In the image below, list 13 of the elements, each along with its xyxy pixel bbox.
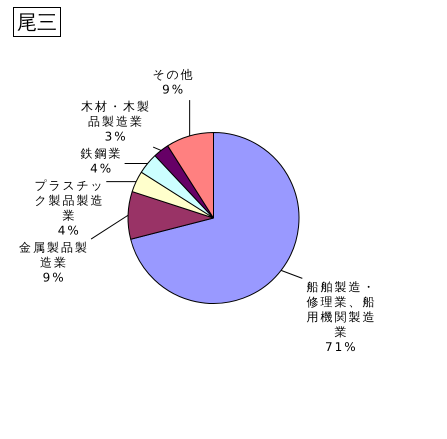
data-label: 4%: [58, 224, 81, 238]
slice-label: 木材・木製品製造業: [81, 100, 152, 129]
data-label: 4%: [90, 162, 114, 176]
slice-label: その他: [152, 68, 195, 82]
slice-label: 船舶製造・修理業、船用機関製造業: [306, 280, 376, 340]
data-label: 71%: [324, 340, 358, 354]
data-label: 9%: [162, 82, 186, 97]
data-label: 3%: [104, 130, 128, 144]
slice-label: 鉄鋼業: [80, 146, 123, 161]
slice-label: 金属製品製造業: [19, 240, 90, 270]
data-label: 9%: [42, 270, 66, 285]
chart-title: 尾三: [13, 7, 61, 37]
slice-label: プラスチック製品製造業: [34, 178, 104, 223]
